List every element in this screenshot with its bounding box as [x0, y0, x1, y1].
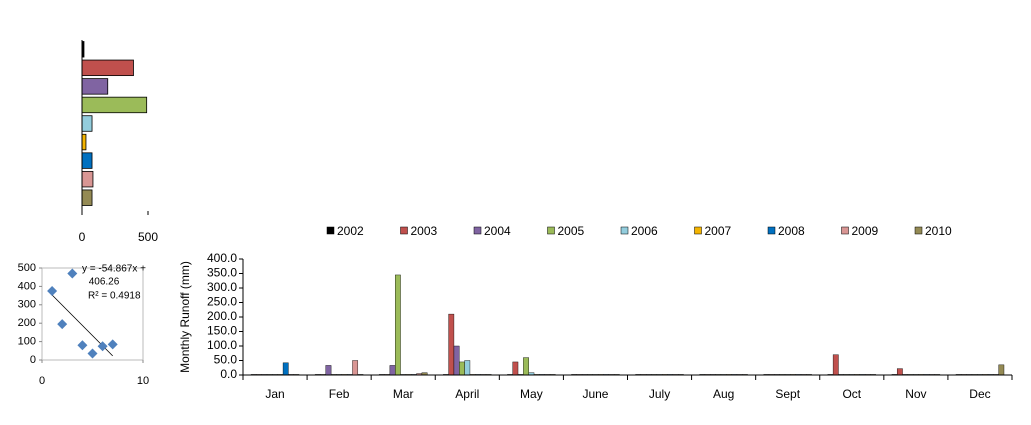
- y-tick-label: 200: [18, 317, 36, 329]
- legend-swatch: [620, 226, 629, 235]
- legend-swatch: [547, 226, 555, 235]
- legend-label: 2006: [631, 224, 658, 238]
- y-tick-label: 0: [30, 354, 36, 366]
- bar: [81, 96, 148, 114]
- bar: [464, 360, 471, 376]
- legend-label: 2005: [558, 224, 585, 238]
- bar: [81, 152, 93, 169]
- annotation: 406.26: [89, 277, 120, 288]
- x-tick-label: July: [649, 387, 670, 401]
- legend-label: 2004: [484, 224, 511, 238]
- bar: [459, 361, 465, 376]
- x-tick-label: 500: [138, 230, 158, 244]
- legend-swatch: [473, 226, 482, 235]
- x-tick-label: 10: [137, 375, 149, 387]
- bar: [81, 170, 94, 188]
- x-tick-label: 0: [39, 375, 45, 387]
- y-tick-label: 0.0: [220, 367, 237, 381]
- legend-swatch: [914, 226, 923, 235]
- point: [97, 341, 108, 352]
- y-tick-label: 350.0: [207, 266, 237, 280]
- y-tick-label: 100: [18, 336, 36, 348]
- x-tick-label: April: [455, 387, 479, 401]
- bar: [389, 365, 396, 376]
- bar: [352, 360, 359, 376]
- x-tick-label: Feb: [329, 387, 350, 401]
- annotation: y = -54.867x +: [82, 264, 146, 275]
- legend-label: 2010: [925, 224, 952, 238]
- y-tick-label: 100.0: [207, 338, 237, 352]
- legend-swatch: [841, 226, 849, 235]
- bar: [81, 59, 134, 77]
- bar: [394, 274, 401, 376]
- x-tick-label: June: [582, 387, 608, 401]
- bar: [325, 365, 332, 376]
- y-tick-label: 400.0: [207, 251, 237, 265]
- legend-swatch: [326, 226, 335, 235]
- bar: [81, 115, 93, 132]
- bar: [512, 361, 519, 376]
- x-tick-label: Sept: [775, 387, 800, 401]
- x-tick-label: May: [520, 387, 543, 401]
- bar: [523, 357, 529, 376]
- point: [107, 339, 118, 350]
- legend-label: 2008: [778, 224, 805, 238]
- x-tick-label: Aug: [713, 387, 734, 401]
- legend-label: 2009: [852, 224, 879, 238]
- x-tick-label: Dec: [969, 387, 990, 401]
- bar: [448, 313, 455, 376]
- y-tick-label: 250.0: [207, 295, 237, 309]
- x-tick-label: Nov: [905, 387, 926, 401]
- y-tick-label: 300.0: [207, 280, 237, 294]
- bar: [453, 345, 460, 376]
- legend-swatch: [694, 226, 702, 235]
- x-tick-label: Jan: [265, 387, 284, 401]
- legend-label: 2007: [705, 224, 732, 238]
- point: [87, 348, 98, 359]
- bar: [998, 364, 1005, 376]
- legend-swatch: [767, 226, 776, 235]
- annotation: R² = 0.4918: [88, 291, 141, 302]
- y-axis-label: Monthly Runoff (mm): [178, 261, 192, 373]
- y-tick-label: 400: [18, 280, 36, 292]
- y-tick-label: 300: [18, 299, 36, 311]
- bar: [282, 362, 289, 376]
- x-tick-label: Oct: [842, 387, 861, 401]
- bar: [81, 189, 93, 206]
- point: [47, 286, 58, 296]
- point: [77, 340, 88, 351]
- scatter-chart: 0 100 200 300 400 500 0 10 y = -54.867x + 406.26 R…: [18, 262, 149, 387]
- y-tick-label: 50.0: [214, 353, 238, 367]
- y-tick-label: 500: [18, 262, 36, 274]
- legend-label: 2002: [337, 224, 364, 238]
- legend-label: 2003: [411, 224, 438, 238]
- plot-frame: [41, 267, 144, 361]
- bar: [896, 368, 903, 376]
- bar: [832, 354, 839, 376]
- x-tick-label: Mar: [393, 387, 414, 401]
- legend-swatch: [400, 226, 408, 235]
- point: [67, 268, 78, 279]
- y-tick-label: 200.0: [207, 309, 237, 323]
- bar: [81, 78, 109, 95]
- monthly-bar-chart: Monthly Runoff (mm) 0.050.0100.0150.0200.…: [178, 224, 1013, 401]
- x-tick-label: 0: [79, 230, 86, 244]
- annual-bar-chart: 0 500: [79, 40, 158, 244]
- bar: [81, 133, 87, 151]
- point: [57, 319, 68, 330]
- y-tick-label: 150.0: [207, 324, 237, 338]
